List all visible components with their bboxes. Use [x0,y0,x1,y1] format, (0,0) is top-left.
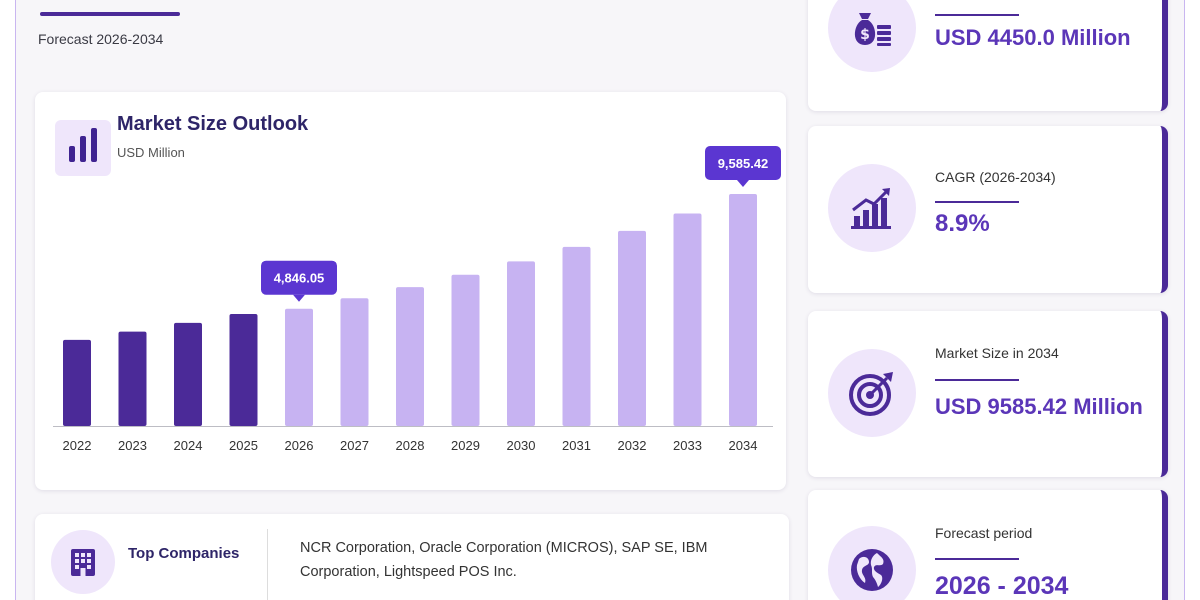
globe-icon [828,526,916,600]
callout-label-2034: 9,585.42 [718,156,769,171]
chart-title: Market Size Outlook [117,113,309,135]
bar-2027 [340,298,369,426]
bar-2025 [229,313,258,426]
stat-underline [935,379,1019,381]
stat-label-market-size-2034: Market Size in 2034 [935,345,1059,361]
bar-chart: 2022 2023 2024 2025 2026 2027 2028 2029 2030 2031… [53,146,781,453]
bar-2034 [729,194,757,426]
x-tick-label-2030: 2030 [507,438,536,453]
building-icon [51,530,115,594]
x-tick-label-2028: 2028 [396,438,425,453]
stat-value-cagr: 8.9% [935,210,990,237]
bar-2022 [63,339,91,426]
x-tick-label-2025: 2025 [229,438,258,453]
x-tick-label-2029: 2029 [451,438,480,453]
chart-unit: USD Million [117,145,185,160]
callout-2034: 9,585.42 [705,146,781,187]
title-underline [40,12,180,16]
stat-card-cagr: CAGR (2026-2034) 8.9% [808,126,1168,293]
top-companies-title: Top Companies [128,545,240,562]
top-companies-card: Top Companies NCR Corporation, Oracle Co… [35,514,789,600]
bar-chart-icon [55,120,111,176]
x-tick-label-2024: 2024 [174,438,203,453]
bar-2029 [451,274,480,426]
bar-2032 [618,230,646,426]
stat-label-cagr: CAGR (2026-2034) [935,169,1056,185]
stat-value-market-size: USD 4450.0 Million [935,25,1131,50]
stat-card-market-size-2034: Market Size in 2034 USD 9585.42 Million [808,311,1168,477]
top-companies-list: NCR Corporation, Oracle Corporation (MIC… [300,540,708,580]
bar-2033 [673,213,702,426]
divider [267,529,268,600]
stat-card-market-size: $ USD 4450.0 Million [808,0,1168,111]
stat-label-forecast-period: Forecast period [935,525,1033,541]
x-tick-label-2022: 2022 [63,438,92,453]
svg-text:$: $ [860,27,870,43]
target-icon [828,349,916,437]
x-tick-label-2027: 2027 [340,438,369,453]
growth-chart-icon [828,164,916,252]
stat-value-forecast-period: 2026 - 2034 [935,572,1069,600]
x-tick-label-2031: 2031 [562,438,591,453]
bar-2024 [174,322,202,426]
bar-2023 [118,331,147,426]
bar-2030 [507,261,535,426]
x-tick-label-2032: 2032 [618,438,647,453]
callout-label-2026: 4,846.05 [274,271,325,286]
stat-underline [935,201,1019,203]
forecast-subtitle: Forecast 2026-2034 [38,31,164,47]
stat-card-forecast-period: Forecast period 2026 - 2034 [808,490,1168,600]
x-tick-label-2034: 2034 [729,438,758,453]
x-tick-label-2026: 2026 [285,438,314,453]
bar-2026 [285,308,313,426]
bar-2031 [562,246,591,426]
callout-2026: 4,846.05 [261,260,337,302]
stat-value-market-size-2034: USD 9585.42 Million [935,394,1143,419]
x-tick-label-2033: 2033 [673,438,702,453]
stat-underline [935,14,1019,16]
market-size-chart-card: Market Size Outlook USD Million 2022 2023… [35,92,786,490]
money-bag-icon: $ [828,0,916,72]
stat-underline [935,558,1019,560]
x-tick-label-2023: 2023 [118,438,147,453]
bar-2028 [396,287,424,426]
